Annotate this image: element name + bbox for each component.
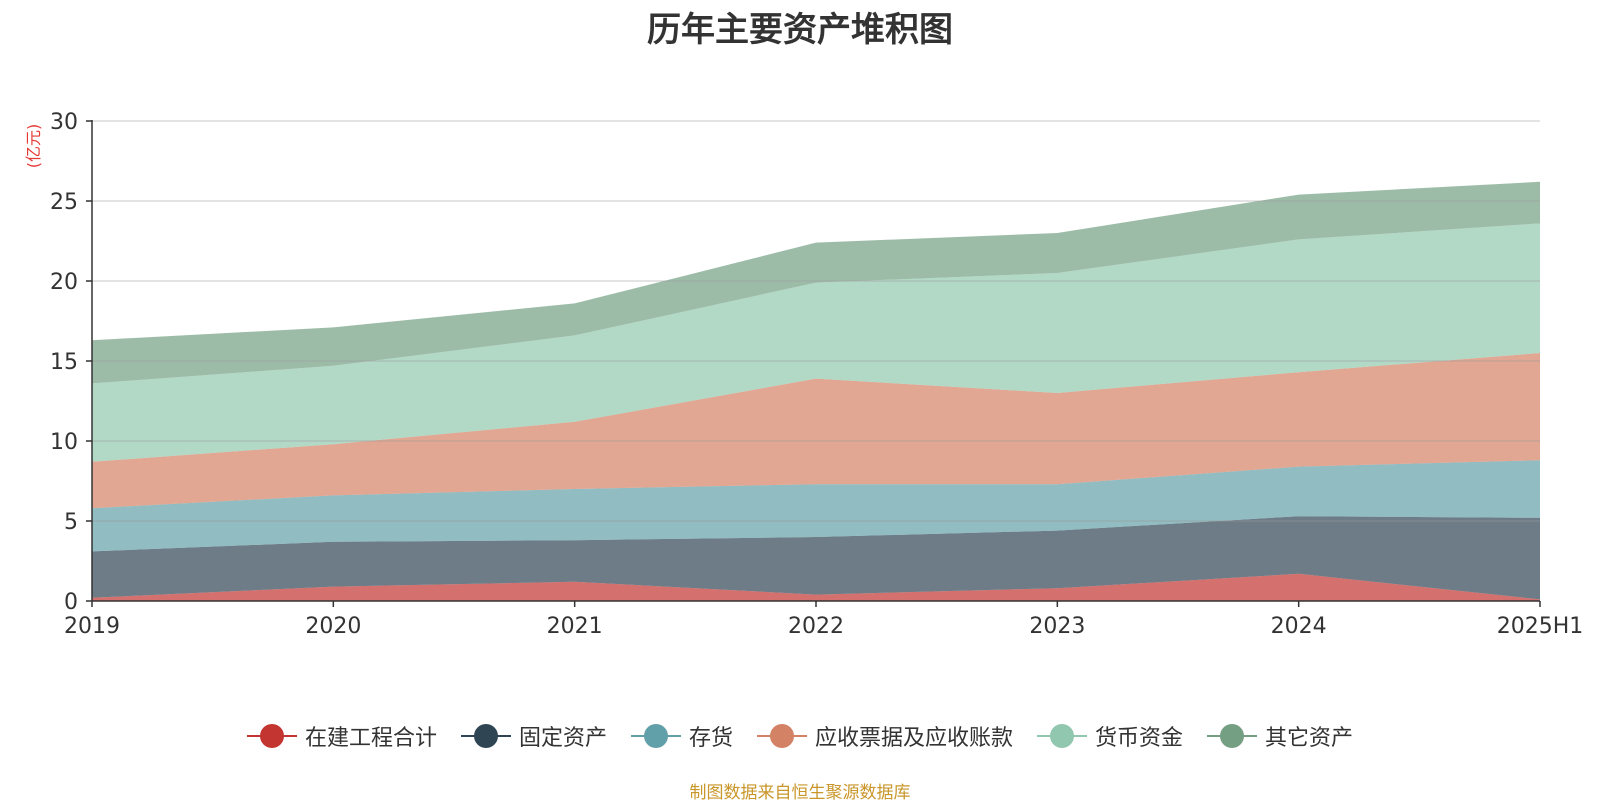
data-source-note: 制图数据来自恒生聚源数据库 <box>689 783 911 803</box>
x-tick-label: 2020 <box>305 614 361 639</box>
y-tick-label: 25 <box>50 190 78 215</box>
y-tick-label: 20 <box>50 270 78 295</box>
x-tick-label: 2021 <box>547 614 603 639</box>
x-tick-label: 2023 <box>1029 614 1085 639</box>
chart-title: 历年主要资产堆积图 <box>647 10 953 50</box>
legend-item-6[interactable]: 其它资产 <box>1207 720 1353 752</box>
x-tick-label: 2025H1 <box>1497 614 1584 639</box>
legend-label: 应收票据及应收账款 <box>815 726 1014 751</box>
legend-label: 固定资产 <box>518 726 607 751</box>
legend-item-3[interactable]: 存货 <box>630 720 733 752</box>
legend-label: 存货 <box>688 726 733 751</box>
legend-marker-icon <box>757 723 807 749</box>
y-tick-label: 30 <box>50 110 78 135</box>
legend-item-1[interactable]: 在建工程合计 <box>246 720 437 752</box>
y-tick-label: 10 <box>50 430 78 455</box>
legend-item-2[interactable]: 固定资产 <box>460 720 607 752</box>
legend-label: 在建工程合计 <box>304 726 437 751</box>
legend-marker-icon <box>460 723 511 749</box>
legend-item-4[interactable]: 应收票据及应收账款 <box>757 720 1013 752</box>
legend-marker-icon <box>1037 723 1088 749</box>
x-tick-label: 2024 <box>1271 614 1327 639</box>
area-series-1 <box>92 573 1540 601</box>
legend-marker-icon <box>1207 723 1258 749</box>
legend-marker-icon <box>630 723 681 749</box>
area-series-2 <box>92 516 1540 600</box>
x-tick-label: 2022 <box>788 614 844 639</box>
legend-marker-icon <box>246 723 297 749</box>
area-series-5 <box>92 223 1540 462</box>
chart-legend: 在建工程合计 固定资产 存货 应收票据及应收账款 货币资金 其它资产 <box>0 720 1600 752</box>
area-series-4 <box>92 353 1540 509</box>
legend-item-5[interactable]: 货币资金 <box>1037 720 1183 752</box>
area-series-6 <box>92 181 1540 384</box>
legend-label: 货币资金 <box>1095 726 1184 751</box>
y-tick-label: 15 <box>50 350 78 375</box>
y-tick-label: 0 <box>64 590 78 615</box>
x-tick-label: 2019 <box>64 614 120 639</box>
y-tick-label: 5 <box>64 510 78 535</box>
area-series-3 <box>92 460 1540 552</box>
legend-label: 其它资产 <box>1265 726 1354 751</box>
